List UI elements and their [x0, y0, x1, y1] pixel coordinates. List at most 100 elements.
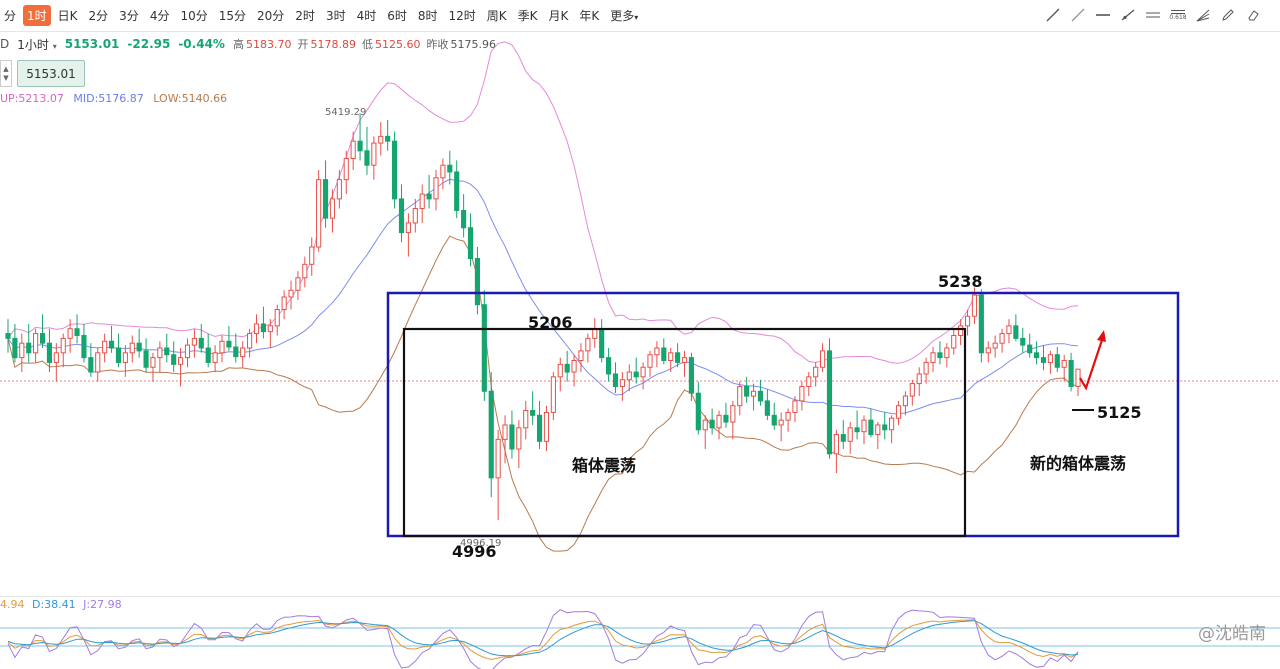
candle-body	[854, 427, 860, 433]
candle-body	[329, 198, 336, 219]
spinner-up-icon[interactable]: ▲	[3, 64, 9, 73]
price-change-percent: -0.44%	[178, 37, 225, 51]
candle-body	[923, 361, 929, 375]
kdj-legend: 4.94 D:38.41 J:27.98	[0, 598, 122, 611]
kdj-k-value: 4.94	[0, 598, 25, 611]
tab-timeframe-1h[interactable]: 1时	[23, 5, 51, 26]
tab-timeframe-quarterly[interactable]: 季K	[517, 9, 538, 23]
tab-timeframe-12h[interactable]: 12时	[448, 9, 476, 23]
tab-timeframe-8h[interactable]: 8时	[417, 9, 438, 23]
candle-body	[1075, 368, 1081, 387]
pencil-icon[interactable]	[1219, 6, 1237, 24]
candle-body	[944, 347, 950, 359]
candle-body	[474, 258, 480, 306]
kdj-d-line	[7, 620, 1079, 657]
last-price: 5153.01	[64, 37, 120, 51]
tab-timeframe-weekly[interactable]: 周K	[486, 9, 507, 23]
candle-body	[467, 227, 474, 260]
tab-timeframe-yearly[interactable]: 年K	[579, 9, 600, 23]
candle-body	[861, 419, 867, 433]
inner-box	[402, 327, 967, 538]
candle-body	[716, 414, 722, 429]
tab-timeframe-4h[interactable]: 4时	[356, 9, 377, 23]
candle-body	[868, 419, 874, 436]
candle-body	[102, 340, 108, 354]
candle-body	[543, 411, 550, 442]
boll-mid-value: MID:5176.87	[73, 92, 144, 105]
period-selector[interactable]: 1小时 ▾	[17, 36, 56, 53]
candle-body	[350, 140, 356, 159]
candle-body	[433, 177, 439, 200]
candle-body	[405, 222, 411, 234]
candle-body	[178, 357, 184, 365]
spinner-down-icon[interactable]: ▼	[3, 73, 9, 82]
tab-timeframe-3m[interactable]: 3分	[119, 9, 139, 23]
horizontal-line-icon[interactable]	[1094, 6, 1112, 24]
candle-body	[95, 352, 101, 373]
tab-timeframe-daily[interactable]: 日K	[57, 9, 78, 23]
candle-body	[882, 424, 888, 431]
more-dropdown[interactable]: 更多▾	[606, 5, 642, 26]
price-spinner[interactable]: ▲ ▼	[0, 60, 12, 87]
candle-body	[39, 333, 46, 344]
candle-body	[951, 334, 957, 349]
candle-body	[661, 347, 667, 361]
price-input[interactable]: 5153.01	[17, 60, 85, 87]
candle-body	[626, 371, 632, 381]
prev-close-label: 昨收	[426, 38, 449, 51]
candle-body	[875, 424, 881, 436]
candle-body	[889, 417, 895, 431]
tab-timeframe-6h[interactable]: 6时	[387, 9, 407, 23]
candle-body	[288, 289, 294, 298]
panel-divider	[0, 596, 1280, 597]
symbol-label[interactable]: D	[0, 37, 10, 51]
candle-body	[1020, 337, 1026, 346]
candle-body	[1013, 325, 1019, 339]
candle-body	[640, 366, 646, 378]
fibonacci-icon[interactable]: 0.618	[1169, 6, 1187, 24]
extended-line-icon[interactable]	[1119, 6, 1137, 24]
tab-timeframe-0[interactable]: 分	[4, 9, 17, 23]
tab-timeframe-2m[interactable]: 2分	[88, 9, 109, 23]
candle-body	[378, 135, 384, 144]
tab-timeframe-20m[interactable]: 20分	[257, 9, 285, 23]
label-5125: 5125	[1097, 403, 1142, 422]
eraser-icon[interactable]	[1244, 6, 1262, 24]
tab-timeframe-2h[interactable]: 2时	[295, 9, 315, 23]
open-value: 5178.89	[310, 37, 356, 51]
new-box-text: 新的箱体震荡	[1030, 454, 1126, 473]
candle-body	[557, 363, 563, 378]
candle-body	[184, 344, 191, 359]
candle-body	[447, 164, 453, 173]
tab-timeframe-10m[interactable]: 10分	[180, 9, 208, 23]
gann-fan-icon[interactable]	[1194, 6, 1212, 24]
kdj-j-line	[7, 609, 1079, 669]
candle-body	[971, 294, 978, 317]
trend-line-icon[interactable]	[1044, 6, 1062, 24]
kdj-k-line	[7, 619, 1079, 661]
candle-body	[571, 359, 577, 373]
tab-timeframe-monthly[interactable]: 月K	[548, 9, 569, 23]
candle-body	[599, 328, 605, 359]
candle-body	[426, 193, 432, 200]
candle-body	[1054, 354, 1060, 368]
candle-body	[937, 352, 943, 359]
candle-body	[826, 350, 833, 455]
tab-timeframe-4m[interactable]: 4分	[149, 9, 170, 23]
candle-body	[309, 246, 315, 265]
parallel-channel-icon[interactable]	[1144, 6, 1162, 24]
boll-low-value: LOW:5140.66	[153, 92, 228, 105]
candle-body	[764, 400, 770, 416]
candle-body	[205, 347, 211, 363]
tab-timeframe-3h[interactable]: 3时	[325, 9, 346, 23]
tab-timeframe-15m[interactable]: 15分	[218, 9, 247, 23]
candle-body	[267, 325, 273, 333]
ray-line-icon[interactable]	[1069, 6, 1087, 24]
candle-body	[578, 350, 584, 361]
candle-body	[757, 390, 764, 402]
candle-body	[461, 209, 467, 229]
candle-body	[750, 390, 757, 397]
candle-body	[668, 352, 674, 361]
candle-body	[88, 357, 94, 373]
